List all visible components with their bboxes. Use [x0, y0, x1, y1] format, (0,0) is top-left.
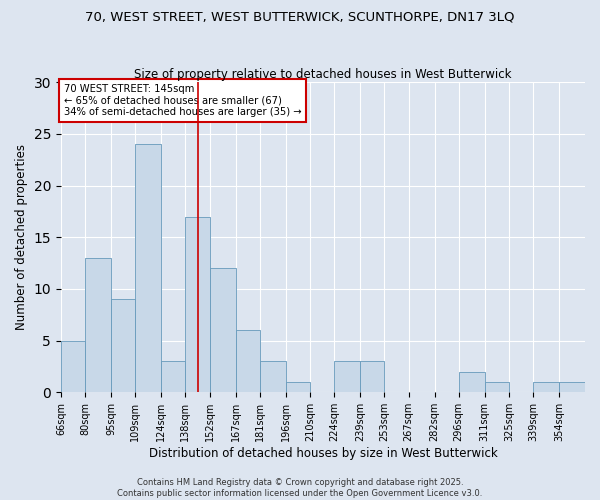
Bar	[161, 362, 185, 392]
Bar	[360, 362, 385, 392]
Bar	[459, 372, 485, 392]
Bar	[185, 216, 209, 392]
Bar	[334, 362, 360, 392]
Bar	[209, 268, 236, 392]
Text: Contains HM Land Registry data © Crown copyright and database right 2025.
Contai: Contains HM Land Registry data © Crown c…	[118, 478, 482, 498]
Bar	[286, 382, 310, 392]
Bar	[485, 382, 509, 392]
Y-axis label: Number of detached properties: Number of detached properties	[15, 144, 28, 330]
Bar	[260, 362, 286, 392]
Bar	[236, 330, 260, 392]
X-axis label: Distribution of detached houses by size in West Butterwick: Distribution of detached houses by size …	[149, 447, 497, 460]
Title: Size of property relative to detached houses in West Butterwick: Size of property relative to detached ho…	[134, 68, 512, 81]
Bar	[61, 340, 85, 392]
Bar	[111, 300, 135, 392]
Bar	[559, 382, 585, 392]
Text: 70, WEST STREET, WEST BUTTERWICK, SCUNTHORPE, DN17 3LQ: 70, WEST STREET, WEST BUTTERWICK, SCUNTH…	[85, 10, 515, 23]
Bar	[533, 382, 559, 392]
Bar	[85, 258, 111, 392]
Bar	[135, 144, 161, 392]
Text: 70 WEST STREET: 145sqm
← 65% of detached houses are smaller (67)
34% of semi-det: 70 WEST STREET: 145sqm ← 65% of detached…	[64, 84, 301, 117]
